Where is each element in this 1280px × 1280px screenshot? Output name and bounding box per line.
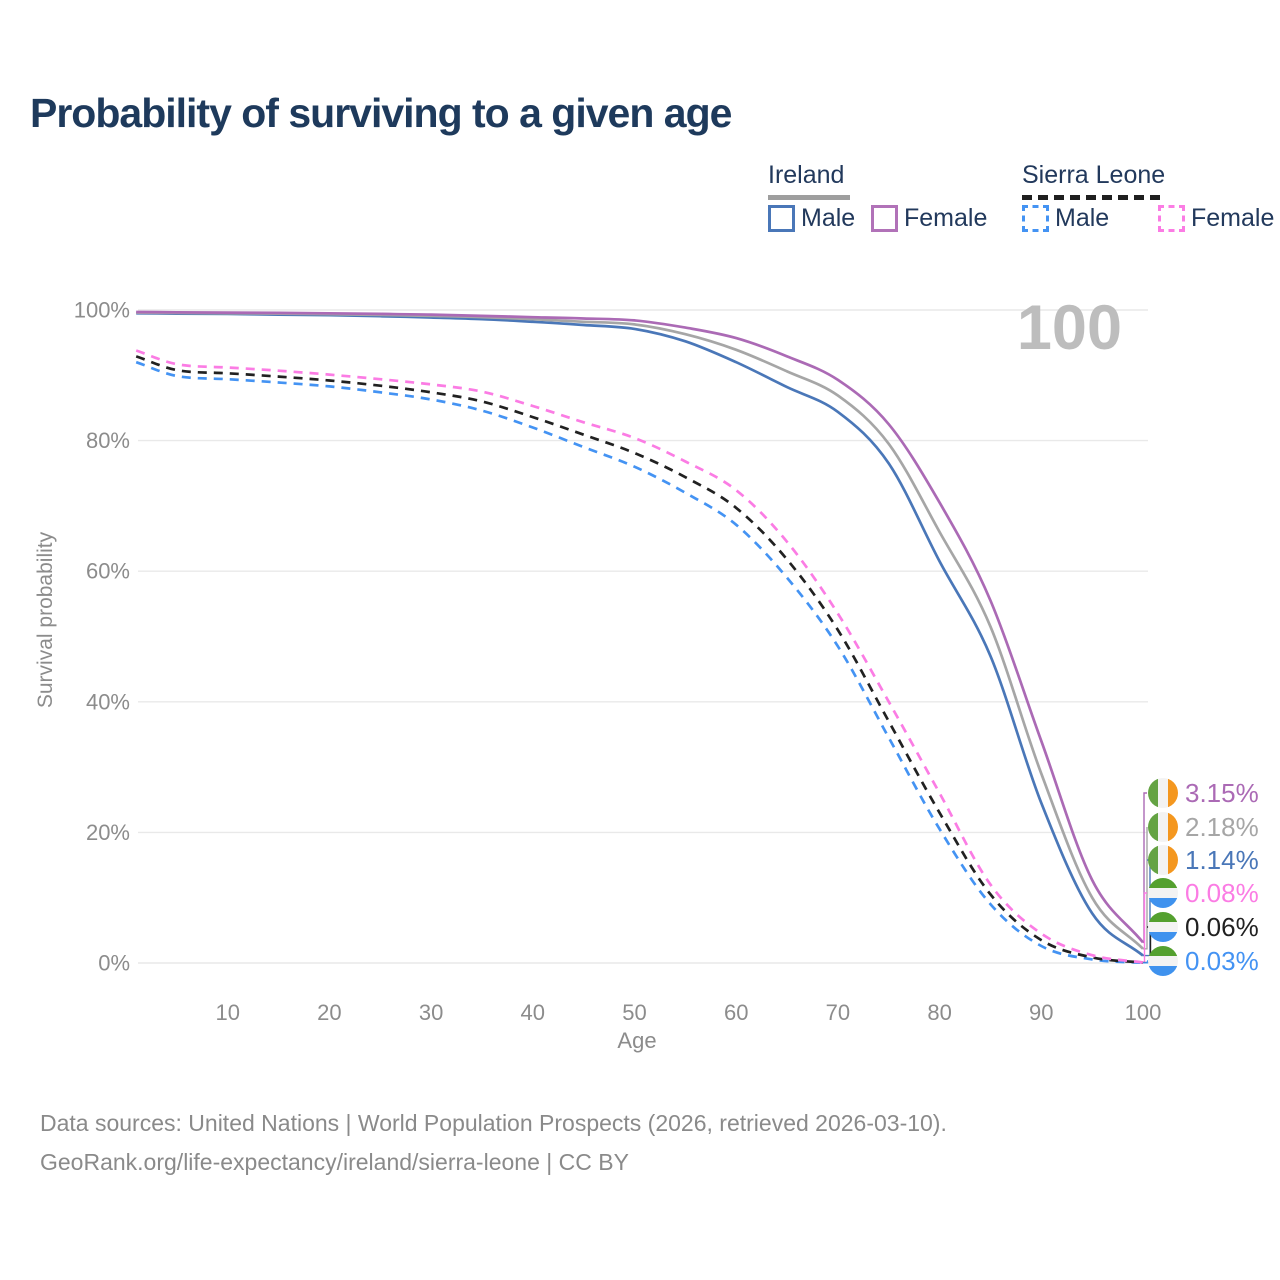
ireland-flag-icon xyxy=(1148,812,1178,842)
end-label-value: 1.14% xyxy=(1185,844,1259,875)
x-tick-label: 70 xyxy=(826,1000,850,1025)
end-label-row: 2.18% xyxy=(1148,812,1259,842)
legend-label: Female xyxy=(1191,204,1275,232)
page-title: Probability of surviving to a given age xyxy=(30,90,732,136)
sierra-leone-male-swatch-icon xyxy=(1022,205,1049,232)
y-tick-label: 80% xyxy=(86,428,130,453)
y-tick-label: 60% xyxy=(86,559,130,584)
series-line-sierra-leone-female[interactable] xyxy=(135,349,1144,964)
y-tick-label: 0% xyxy=(98,951,130,976)
end-label-connector xyxy=(1143,792,1147,944)
legend-group-sierra-leone: Sierra Leone xyxy=(1022,161,1165,200)
hover-age-annotation: 100 xyxy=(1016,293,1122,363)
end-label-value: 0.08% xyxy=(1185,877,1259,908)
footer: Data sources: United Nations | World Pop… xyxy=(40,1104,947,1182)
y-tick-label: 20% xyxy=(86,820,130,845)
series-line-ireland-all[interactable] xyxy=(136,311,1144,950)
legend-sierra-leone-line-key xyxy=(1022,195,1163,200)
end-label-connector xyxy=(1143,960,1149,964)
series-line-ireland-female[interactable] xyxy=(136,310,1145,944)
sierra-leone-female-swatch-icon xyxy=(1158,205,1185,232)
sierra-leone-flag-icon xyxy=(1148,912,1178,942)
legend-label: Male xyxy=(801,204,856,232)
legend-label: Male xyxy=(1055,204,1110,232)
series-line-sierra-leone-male[interactable] xyxy=(135,360,1144,965)
sierra-leone-flag-icon xyxy=(1148,878,1178,908)
y-tick-label: 100% xyxy=(74,298,130,323)
sierra-leone-flag-icon xyxy=(1148,946,1178,976)
x-tick-label: 40 xyxy=(521,1000,545,1025)
end-label-row: 0.08% xyxy=(1148,878,1259,908)
end-label-value: 0.03% xyxy=(1185,945,1259,976)
end-label-value: 3.15% xyxy=(1185,777,1259,808)
ireland-flag-icon xyxy=(1148,778,1178,808)
end-label-row: 0.06% xyxy=(1148,912,1259,942)
legend-label: Female xyxy=(904,204,988,232)
ireland-female-swatch-icon xyxy=(871,205,898,232)
x-tick-label: 60 xyxy=(724,1000,748,1025)
legend-item-sierra-leone-male[interactable]: Male xyxy=(1022,204,1109,233)
end-label-row: 0.03% xyxy=(1148,946,1259,976)
end-label-value: 0.06% xyxy=(1185,911,1259,942)
x-tick-label: 10 xyxy=(215,1000,239,1025)
legend-ireland-line-key xyxy=(768,195,850,200)
end-label-row: 3.15% xyxy=(1148,778,1259,808)
y-tick-label: 40% xyxy=(86,689,130,714)
legend-group-title-ireland: Ireland xyxy=(768,161,845,189)
x-tick-label: 80 xyxy=(927,1000,951,1025)
x-tick-label: 50 xyxy=(622,1000,646,1025)
x-tick-label: 20 xyxy=(317,1000,341,1025)
footer-data-sources: Data sources: United Nations | World Pop… xyxy=(40,1110,947,1136)
footer-attribution: GeoRank.org/life-expectancy/ireland/sier… xyxy=(40,1149,629,1175)
ireland-male-swatch-icon xyxy=(768,205,795,232)
x-axis-title: Age xyxy=(617,1028,657,1053)
end-label-value: 2.18% xyxy=(1185,811,1259,842)
end-label-row: 1.14% xyxy=(1148,845,1259,875)
legend-item-ireland-male[interactable]: Male xyxy=(768,204,855,233)
x-tick-label: 100 xyxy=(1125,1000,1162,1025)
y-axis-title: Survival probability xyxy=(34,531,57,709)
ireland-flag-icon xyxy=(1148,845,1178,875)
legend-item-ireland-female[interactable]: Female xyxy=(871,204,987,233)
legend-group-title-sierra-leone: Sierra Leone xyxy=(1022,161,1166,189)
series-line-ireland-male[interactable] xyxy=(136,311,1144,957)
legend-item-sierra-leone-female[interactable]: Female xyxy=(1158,204,1274,233)
legend-group-ireland: Ireland xyxy=(768,161,850,200)
x-tick-label: 30 xyxy=(419,1000,443,1025)
x-tick-label: 90 xyxy=(1029,1000,1053,1025)
series-line-sierra-leone-all[interactable] xyxy=(135,355,1144,964)
